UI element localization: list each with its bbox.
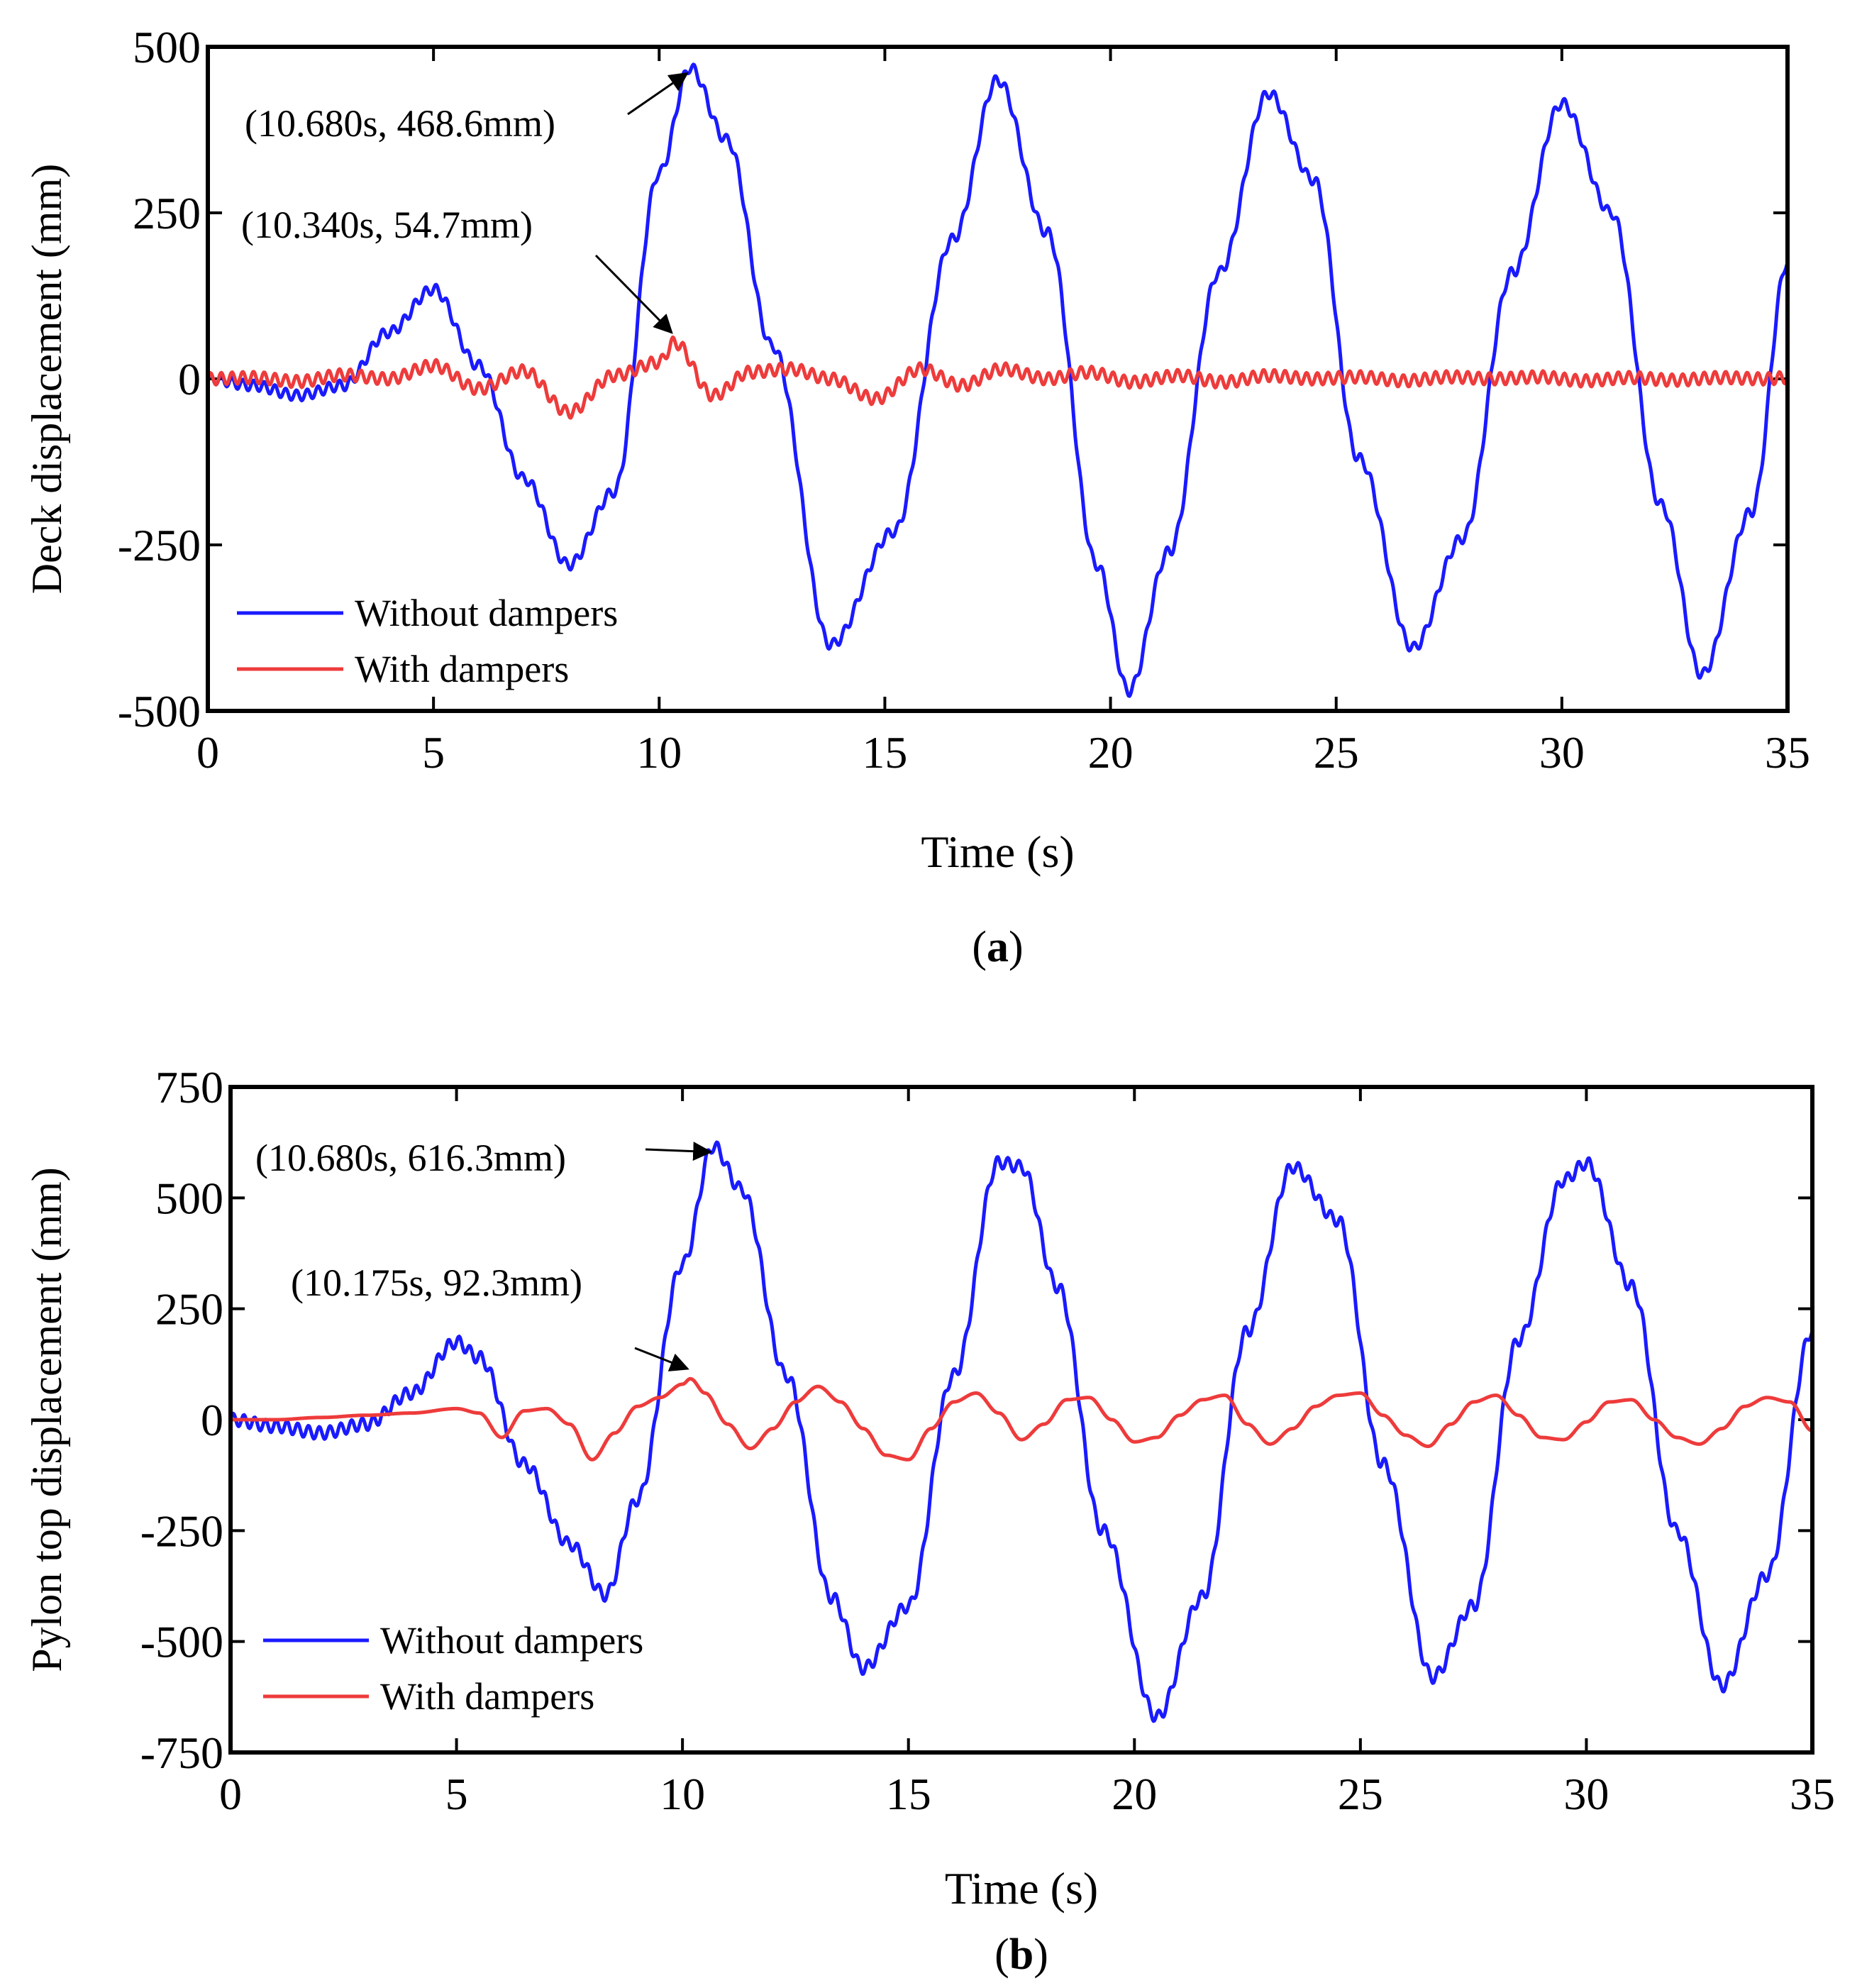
x-axis-label: Time (s) xyxy=(945,1863,1098,1914)
x-tick-label: 15 xyxy=(886,1769,931,1819)
series-layer xyxy=(208,62,1788,698)
annotation-arrow-with-dampers xyxy=(594,254,673,334)
series-line-with-dampers xyxy=(231,1376,1812,1462)
y-tick-labels: -750 -500 -250 0 250 500 750 xyxy=(140,1062,223,1778)
y-tick-label: 500 xyxy=(133,22,201,72)
annotation-arrow-with-dampers xyxy=(634,1347,689,1371)
x-tick-label: 15 xyxy=(862,727,907,778)
series-line-without-dampers xyxy=(231,1140,1812,1723)
x-tick-label: 5 xyxy=(445,1769,468,1819)
series-line-with-dampers xyxy=(208,335,1788,420)
y-axis-label: Deck displacement (mm) xyxy=(23,164,70,594)
x-tick-label: 35 xyxy=(1790,1769,1835,1819)
panel-caption-b: (b) xyxy=(994,1931,1048,1979)
y-tick-label: -250 xyxy=(118,520,201,570)
annotation-peak-with-dampers: (10.340s, 54.7mm) xyxy=(241,204,533,246)
y-tick-label: -750 xyxy=(140,1728,223,1778)
panel-caption-a: (a) xyxy=(972,923,1023,971)
y-tick-label: 250 xyxy=(155,1284,223,1335)
x-tick-label: 30 xyxy=(1539,727,1585,778)
legend-label-with-dampers: With dampers xyxy=(380,1675,594,1718)
x-tick-label: 5 xyxy=(422,727,445,778)
x-tick-label: 35 xyxy=(1765,727,1810,778)
x-tick-label: 0 xyxy=(219,1769,242,1819)
series-layer xyxy=(231,1140,1812,1723)
y-tick-label: 750 xyxy=(155,1062,223,1112)
y-tick-label: -500 xyxy=(118,686,201,736)
y-tick-label: 500 xyxy=(155,1173,223,1223)
x-tick-labels: 0 5 10 15 20 25 30 35 xyxy=(196,727,1810,778)
y-tick-label: 250 xyxy=(133,188,201,238)
y-tick-label: 0 xyxy=(178,354,201,404)
x-tick-label: 0 xyxy=(196,727,219,778)
annotation-peak-without-dampers: (10.680s, 468.6mm) xyxy=(245,102,555,145)
y-tick-label: -500 xyxy=(140,1617,223,1667)
x-tick-label: 25 xyxy=(1314,727,1359,778)
legend-label-without-dampers: Without dampers xyxy=(355,592,618,634)
annotation-arrow-without-dampers xyxy=(645,1142,713,1161)
x-tick-label: 30 xyxy=(1563,1769,1609,1819)
annotation-peak-with-dampers: (10.175s, 92.3mm) xyxy=(291,1261,582,1304)
x-tick-labels: 0 5 10 15 20 25 30 35 xyxy=(219,1769,1835,1819)
x-tick-label: 10 xyxy=(660,1769,705,1819)
plot-frame xyxy=(228,1085,1814,1755)
legend: Without dampers With dampers xyxy=(263,1619,643,1718)
x-axis-label: Time (s) xyxy=(921,827,1074,877)
chart-panel-b: -750 -500 -250 0 250 500 750 0 5 10 15 20 25 30 35 Py… xyxy=(23,1062,1835,1979)
legend-label-with-dampers: With dampers xyxy=(355,648,569,690)
plot-frame xyxy=(206,45,1790,713)
annotation-peak-without-dampers: (10.680s, 616.3mm) xyxy=(255,1137,566,1179)
y-tick-labels: -500 -250 0 250 500 xyxy=(118,22,201,736)
annotation-arrow-without-dampers xyxy=(627,72,689,116)
y-tick-label: 0 xyxy=(201,1395,223,1445)
chart-panel-a: -500 -250 0 250 500 0 5 10 15 20 25 30 35 Deck disp… xyxy=(23,22,1810,971)
x-tick-label: 20 xyxy=(1112,1769,1157,1819)
legend: Without dampers With dampers xyxy=(237,592,618,690)
x-tick-label: 20 xyxy=(1088,727,1134,778)
series-line-without-dampers xyxy=(208,62,1788,698)
y-axis-label: Pylon top displacement (mm) xyxy=(23,1167,70,1672)
y-tick-label: -250 xyxy=(140,1506,223,1556)
legend-label-without-dampers: Without dampers xyxy=(380,1619,643,1662)
x-tick-label: 10 xyxy=(636,727,682,778)
x-tick-label: 25 xyxy=(1338,1769,1383,1819)
